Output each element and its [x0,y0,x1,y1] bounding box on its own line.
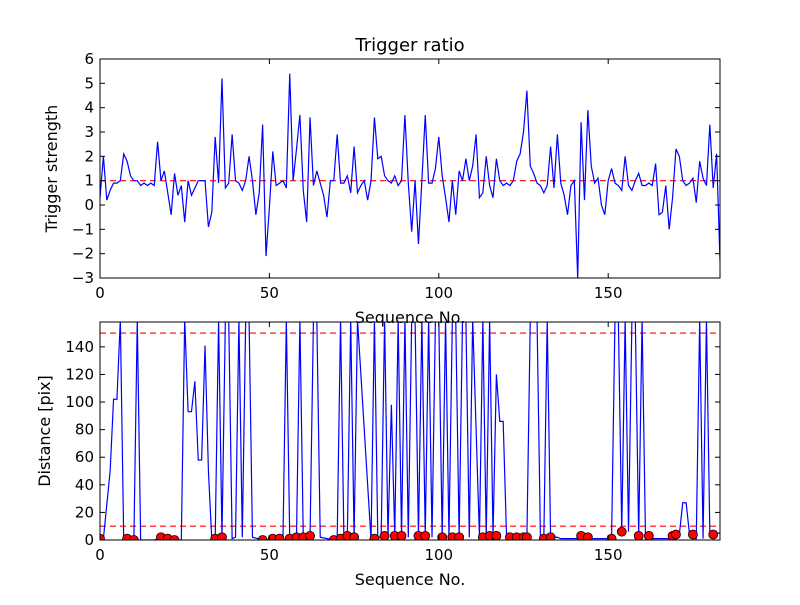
y-tick-label: 0 [84,196,94,214]
data-marker [274,533,285,540]
y-tick-label: 1 [84,172,94,190]
data-marker [545,532,556,540]
x-axis-label: Sequence No. [355,570,466,589]
data-marker [349,532,359,540]
y-tick-label: 5 [84,74,94,92]
y-tick-label: 40 [75,476,94,494]
x-tick-label: 150 [594,546,623,564]
y-tick-label: −3 [72,269,94,287]
data-marker [437,532,448,540]
data-marker [606,533,617,540]
y-tick-label: 20 [75,503,94,521]
data-marker [420,530,431,540]
data-marker [369,533,380,540]
data-marker [671,529,681,540]
y-tick-label: 60 [75,448,94,466]
data-marker [217,532,227,540]
y-axis-label: Trigger strength [42,105,61,234]
chart-title: Trigger ratio [354,35,464,56]
x-tick-label: 0 [95,284,105,302]
y-tick-label: 6 [84,50,94,68]
data-marker [582,532,593,540]
y-axis-label: Distance [pix] [35,375,54,487]
data-marker [643,530,654,540]
x-tick-label: 50 [260,546,279,564]
y-tick-label: 80 [75,421,94,439]
data-marker [687,529,698,540]
series-line [100,322,720,540]
x-tick-label: 50 [260,284,279,302]
series-line [100,73,720,278]
data-marker [379,530,390,540]
data-marker [708,529,719,540]
data-marker [305,530,315,540]
y-tick-label: 0 [84,531,94,549]
data-marker [169,535,180,540]
data-marker [633,530,644,540]
y-tick-label: −1 [72,220,94,238]
plot-frame [99,58,721,279]
x-tick-label: 0 [95,546,105,564]
x-tick-label: 150 [594,284,623,302]
y-tick-label: 140 [65,338,94,356]
y-tick-label: 4 [84,99,94,117]
y-tick-label: −2 [72,245,94,263]
x-tick-label: 100 [424,546,453,564]
trigger-ratio-panel: 0 50 100 150 −3 −2 −1 0 1 2 3 4 5 6 Trigger ratio Seque… [42,35,721,327]
y-tick-label: 100 [65,393,94,411]
y-tick-label: 3 [84,123,94,141]
data-marker [521,532,532,540]
data-marker [100,533,105,540]
data-marker [491,530,502,540]
data-marker [616,526,627,537]
distance-panel: 0 50 100 150 0 20 40 60 80 100 120 140 Sequence No. D… [35,321,721,589]
data-marker [257,535,268,540]
data-marker [396,530,407,540]
x-tick-label: 100 [424,284,453,302]
data-marker [454,532,465,540]
plot-frame [99,321,721,541]
data-marker [128,535,139,540]
x-axis-label: Sequence No. [355,308,466,327]
y-tick-label: 2 [84,147,94,165]
y-tick-label: 120 [65,365,94,383]
